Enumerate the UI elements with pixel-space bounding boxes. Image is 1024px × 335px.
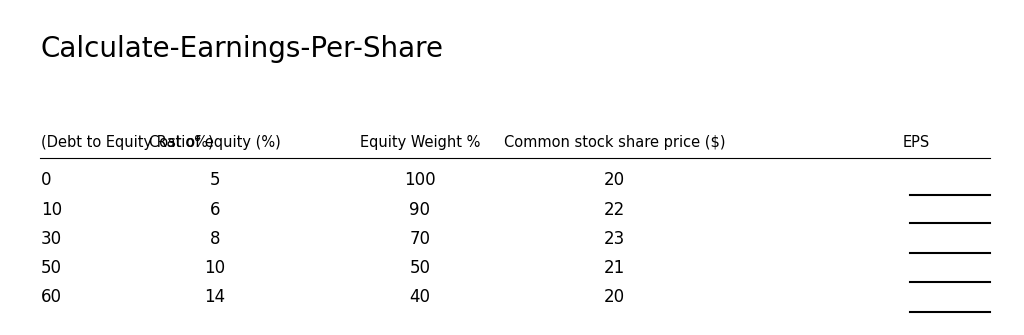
Text: Calculate-Earnings-Per-Share: Calculate-Earnings-Per-Share xyxy=(40,35,443,63)
Text: 100: 100 xyxy=(404,171,435,189)
Text: EPS: EPS xyxy=(903,135,930,150)
Text: 40: 40 xyxy=(410,288,430,306)
Text: 22: 22 xyxy=(604,201,625,219)
Text: 21: 21 xyxy=(604,259,625,277)
Text: 70: 70 xyxy=(410,230,430,248)
Text: 20: 20 xyxy=(604,171,625,189)
Text: 14: 14 xyxy=(205,288,225,306)
Text: (Debt to Equity Ratio%): (Debt to Equity Ratio%) xyxy=(41,135,214,150)
Text: 60: 60 xyxy=(41,288,62,306)
Text: Equity Weight %: Equity Weight % xyxy=(359,135,480,150)
Text: 20: 20 xyxy=(604,288,625,306)
Text: 0: 0 xyxy=(41,171,51,189)
Text: 10: 10 xyxy=(41,201,62,219)
Text: 10: 10 xyxy=(205,259,225,277)
Text: 5: 5 xyxy=(210,171,220,189)
Text: 30: 30 xyxy=(41,230,62,248)
Text: 6: 6 xyxy=(210,201,220,219)
Text: 8: 8 xyxy=(210,230,220,248)
Text: 90: 90 xyxy=(410,201,430,219)
Text: Cost of equity (%): Cost of equity (%) xyxy=(150,135,281,150)
Text: 50: 50 xyxy=(41,259,62,277)
Text: 50: 50 xyxy=(410,259,430,277)
Text: 23: 23 xyxy=(604,230,625,248)
Text: Common stock share price ($): Common stock share price ($) xyxy=(504,135,725,150)
